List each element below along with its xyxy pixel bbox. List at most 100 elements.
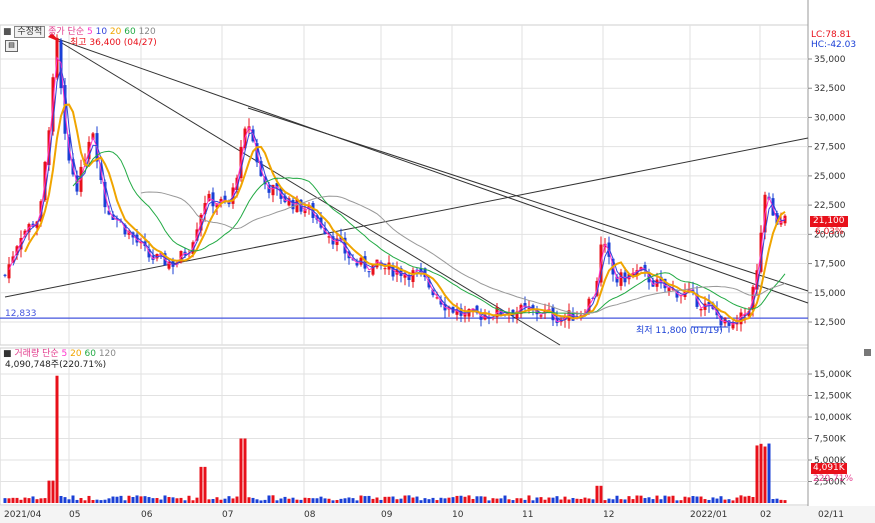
x-tick-label: 10 (452, 510, 464, 520)
volume-bar (319, 496, 323, 503)
volume-ma-type[interactable]: 단순 (42, 349, 59, 359)
volume-bar (83, 500, 87, 503)
candle-body (19, 237, 23, 250)
ma-period-120[interactable]: 120 (138, 27, 156, 37)
candle-body (107, 210, 111, 215)
volume-bar (731, 500, 735, 503)
candle-body (531, 305, 535, 310)
volume-bar (683, 496, 687, 503)
ma60-line (72, 150, 786, 315)
volume-bar (303, 497, 307, 503)
volume-bar (643, 498, 647, 503)
volume-tick-label: 15,000K (814, 370, 852, 380)
volume-bar (495, 498, 499, 503)
volume-bar (427, 499, 431, 503)
candle-body (571, 313, 575, 321)
volume-bar (215, 497, 219, 503)
candle-body (731, 322, 735, 329)
volume-bar (519, 498, 523, 503)
volume-bar (223, 498, 227, 503)
volume-bar (423, 498, 427, 503)
price-tick-label: 27,500 (814, 143, 846, 153)
volume-bar (619, 499, 623, 503)
candle-body (391, 265, 395, 277)
volume-bar (783, 500, 787, 503)
volume-bar (447, 497, 451, 503)
volume-bar (67, 499, 71, 503)
trendline (51, 36, 561, 346)
volume-bar (375, 497, 379, 503)
volume-bar (363, 496, 367, 503)
candle-body (643, 264, 647, 271)
candle-body (339, 236, 343, 241)
volume-bar (543, 499, 547, 503)
grid-icon[interactable]: ■ (3, 27, 12, 37)
candle-body (403, 273, 407, 278)
candle-body (343, 237, 347, 254)
x-tick-label: 05 (69, 510, 80, 520)
vol-ma-5[interactable]: 5 (61, 349, 68, 359)
candle-body (283, 195, 287, 203)
candle-body (383, 268, 387, 270)
ma10-line (12, 67, 786, 324)
price-tick-label: 30,000 (814, 113, 846, 123)
volume-bar (723, 499, 727, 503)
volume-bar (623, 499, 627, 503)
volume-bar (7, 498, 11, 503)
price-panel (0, 24, 809, 346)
ma-type[interactable]: 단순 (67, 27, 85, 37)
candle-body (3, 274, 7, 276)
volume-bar (411, 497, 415, 503)
trendline (51, 36, 809, 304)
candle-body (115, 218, 119, 220)
ma-period-5[interactable]: 5 (86, 27, 93, 37)
volume-tick-label: 7,500K (814, 435, 847, 445)
ma-period-20[interactable]: 20 (109, 27, 122, 37)
volume-bar (71, 495, 75, 503)
volume-bar (503, 495, 507, 503)
volume-bar (687, 497, 691, 503)
trendline (247, 107, 809, 292)
ma-period-10[interactable]: 10 (95, 27, 108, 37)
date-axis-bar (0, 506, 875, 523)
volume-bar (15, 497, 19, 503)
volume-bar (603, 500, 607, 503)
volume-bar (779, 499, 783, 503)
volume-panel-toggle[interactable] (864, 349, 871, 356)
volume-bar (555, 496, 559, 503)
price-toolbar: ■ 수정적 종가 단순 5 10 20 60 120 (3, 26, 156, 38)
candle-body (399, 268, 403, 276)
volume-bar (355, 500, 359, 503)
volume-bar (295, 499, 299, 503)
volume-bar (695, 496, 699, 503)
mode-button[interactable]: 수정적 (14, 26, 46, 38)
candle-body (287, 198, 291, 206)
volume-bar (671, 495, 675, 503)
x-tick-label: 06 (141, 510, 153, 520)
layout-icon[interactable]: ▤ (5, 40, 18, 52)
volume-bar (455, 495, 459, 503)
volume-bar (35, 499, 39, 503)
volume-bar (115, 496, 119, 503)
volume-bar (767, 443, 771, 503)
volume-bar (755, 445, 759, 503)
candle-body (371, 263, 375, 275)
candle-body (407, 275, 411, 280)
vol-ma-60[interactable]: 60 (84, 349, 96, 359)
volume-bar (631, 499, 635, 503)
volume-bar (467, 495, 471, 503)
x-tick-label: 12 (603, 510, 614, 520)
vol-ma-20[interactable]: 20 (70, 349, 82, 359)
volume-bar (435, 500, 439, 503)
vol-ma-120[interactable]: 120 (98, 349, 116, 359)
candle-body (135, 234, 139, 243)
ma-period-60[interactable]: 60 (124, 27, 136, 37)
volume-bar (651, 499, 655, 503)
volume-bar (751, 497, 755, 503)
volume-bar (171, 497, 175, 503)
volume-bar (407, 495, 411, 503)
candle-body (723, 317, 727, 324)
volume-bar (63, 497, 67, 503)
volume-toolbar: ■ 거래량 단순 5 20 60 120 (3, 349, 116, 360)
volume-tick-label: 5,000K (814, 456, 847, 466)
